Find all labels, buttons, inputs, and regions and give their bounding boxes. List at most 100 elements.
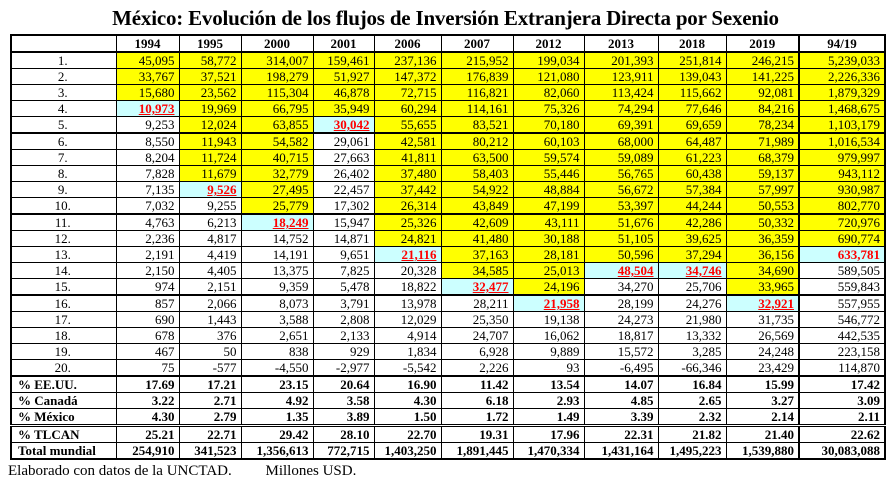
data-cell: 11,679 [178,165,242,182]
data-cell: 1,539,880 [725,442,800,460]
data-cell: 41,811 [373,149,442,166]
record-highlight-cell: 9,526 [178,181,242,198]
record-highlight-cell: 633,781 [798,246,886,263]
data-cell: 974 [115,278,180,296]
data-cell: 23,562 [178,84,242,101]
data-cell: 1,443 [178,311,242,328]
data-cell: 116,821 [440,84,514,101]
data-row: 4. 10,973 19,969 66,795 35,949 60,294 114,161 7… [10,100,886,117]
data-cell: 70,180 [512,116,585,134]
record-highlight-cell: 10,973 [115,100,180,117]
data-cell: 50,553 [725,197,800,215]
data-cell: 341,523 [178,442,242,460]
record-highlight-cell: 21,958 [512,294,585,312]
data-cell: 75,326 [512,100,585,117]
data-cell: 376 [178,327,242,344]
data-cell: 3.09 [798,392,886,409]
data-cell: 42,286 [657,213,727,231]
row-label: 17. [10,311,117,328]
data-cell: 1.50 [373,408,442,426]
data-cell: 4,405 [178,262,242,279]
data-cell: 121,080 [512,68,585,85]
row-label: 9. [10,181,117,198]
data-cell: 9,889 [512,343,585,360]
data-cell: 84,216 [725,100,800,117]
data-cell: 82,060 [512,84,585,101]
data-cell: 559,843 [798,278,886,296]
fdi-table: 1994 1995 2000 2001 2006 2007 2012 2013 2018 2019… [10,34,886,460]
data-cell: 17.42 [798,375,886,393]
data-cell: 1,431,164 [583,442,659,460]
data-cell: 251,814 [657,51,727,69]
row-label: % TLCAN [10,424,117,443]
data-cell: 25,326 [373,213,442,231]
data-cell: 14,752 [240,230,314,247]
data-cell: 16.84 [657,375,727,393]
data-cell: 20.64 [312,375,375,393]
data-cell: 43,849 [440,197,514,215]
data-cell: 20,328 [373,262,442,279]
data-cell: 69,391 [583,116,659,134]
data-cell: 18,822 [373,278,442,296]
data-cell: 3.22 [115,392,180,409]
units-text: Millones USD. [265,463,357,479]
data-row: 14. 2,150 4,405 13,375 7,825 20,328 34,585 25,0… [10,262,886,279]
data-cell: 690,774 [798,230,886,247]
data-row: 3. 15,680 23,562 115,304 46,878 72,715 116,821… [10,84,886,101]
data-cell: -577 [178,359,242,377]
data-cell: 22,457 [312,181,375,198]
data-cell: 857 [115,294,180,312]
data-cell: 37,294 [657,246,727,263]
row-label: 6. [10,132,117,150]
row-label: 12. [10,230,117,247]
data-cell: 54,582 [240,132,314,150]
data-cell: 36,156 [725,246,800,263]
data-cell: 3,285 [657,343,727,360]
data-row: 5. 9,253 12,024 63,855 30,042 55,655 83,521 70,… [10,116,886,134]
data-cell: 27,663 [312,149,375,166]
data-cell: 1,470,334 [512,442,585,460]
data-cell: 59,137 [725,165,800,182]
data-cell: 61,223 [657,149,727,166]
data-row: 1. 45,095 58,772 314,007 159,461 237,136 215,9… [10,51,886,69]
column-header-2007: 2007 [440,34,514,53]
data-row: 10. 7,032 9,255 25,779 17,302 26,314 43,849 47,… [10,197,886,215]
record-highlight-cell: 34,746 [657,262,727,279]
row-label: 3. [10,84,117,101]
data-cell: 45,095 [115,51,180,69]
row-label: 18. [10,327,117,344]
data-cell: 176,839 [440,68,514,85]
data-cell: 1,891,445 [440,442,514,460]
data-cell: 43,111 [512,213,585,231]
data-cell: 71,989 [725,132,800,150]
row-label: % EE.UU. [10,375,117,393]
data-cell: 40,715 [240,149,314,166]
data-cell: 16,062 [512,327,585,344]
data-cell: 24,276 [657,294,727,312]
data-row: 2. 33,767 37,521 198,279 51,927 147,372 176,83… [10,68,886,85]
data-cell: 9,359 [240,278,314,296]
column-header-1994: 1994 [115,34,180,53]
data-cell: 4,914 [373,327,442,344]
data-cell: 63,855 [240,116,314,134]
row-label: 1. [10,51,117,69]
table-body: 1. 45,095 58,772 314,007 159,461 237,136 215,9… [10,51,886,460]
summary-row: % Canadá 3.22 2.71 4.92 3.58 4.30 6.18 2.93 4.85… [10,392,886,409]
data-cell: 25.21 [115,424,180,443]
data-cell: 55,446 [512,165,585,182]
data-cell: 3.58 [312,392,375,409]
row-label: 4. [10,100,117,117]
data-cell: 8,550 [115,132,180,150]
data-cell: 22.62 [798,424,886,443]
column-header-1995: 1995 [178,34,242,53]
data-cell: 27,495 [240,181,314,198]
data-cell: 3,588 [240,311,314,328]
data-cell: 9,255 [178,197,242,215]
data-cell: 1.35 [240,408,314,426]
data-cell: 59,574 [512,149,585,166]
data-cell: 3.89 [312,408,375,426]
data-cell: -6,495 [583,359,659,377]
data-cell: 929 [312,343,375,360]
data-cell: 30,188 [512,230,585,247]
data-cell: 557,955 [798,294,886,312]
